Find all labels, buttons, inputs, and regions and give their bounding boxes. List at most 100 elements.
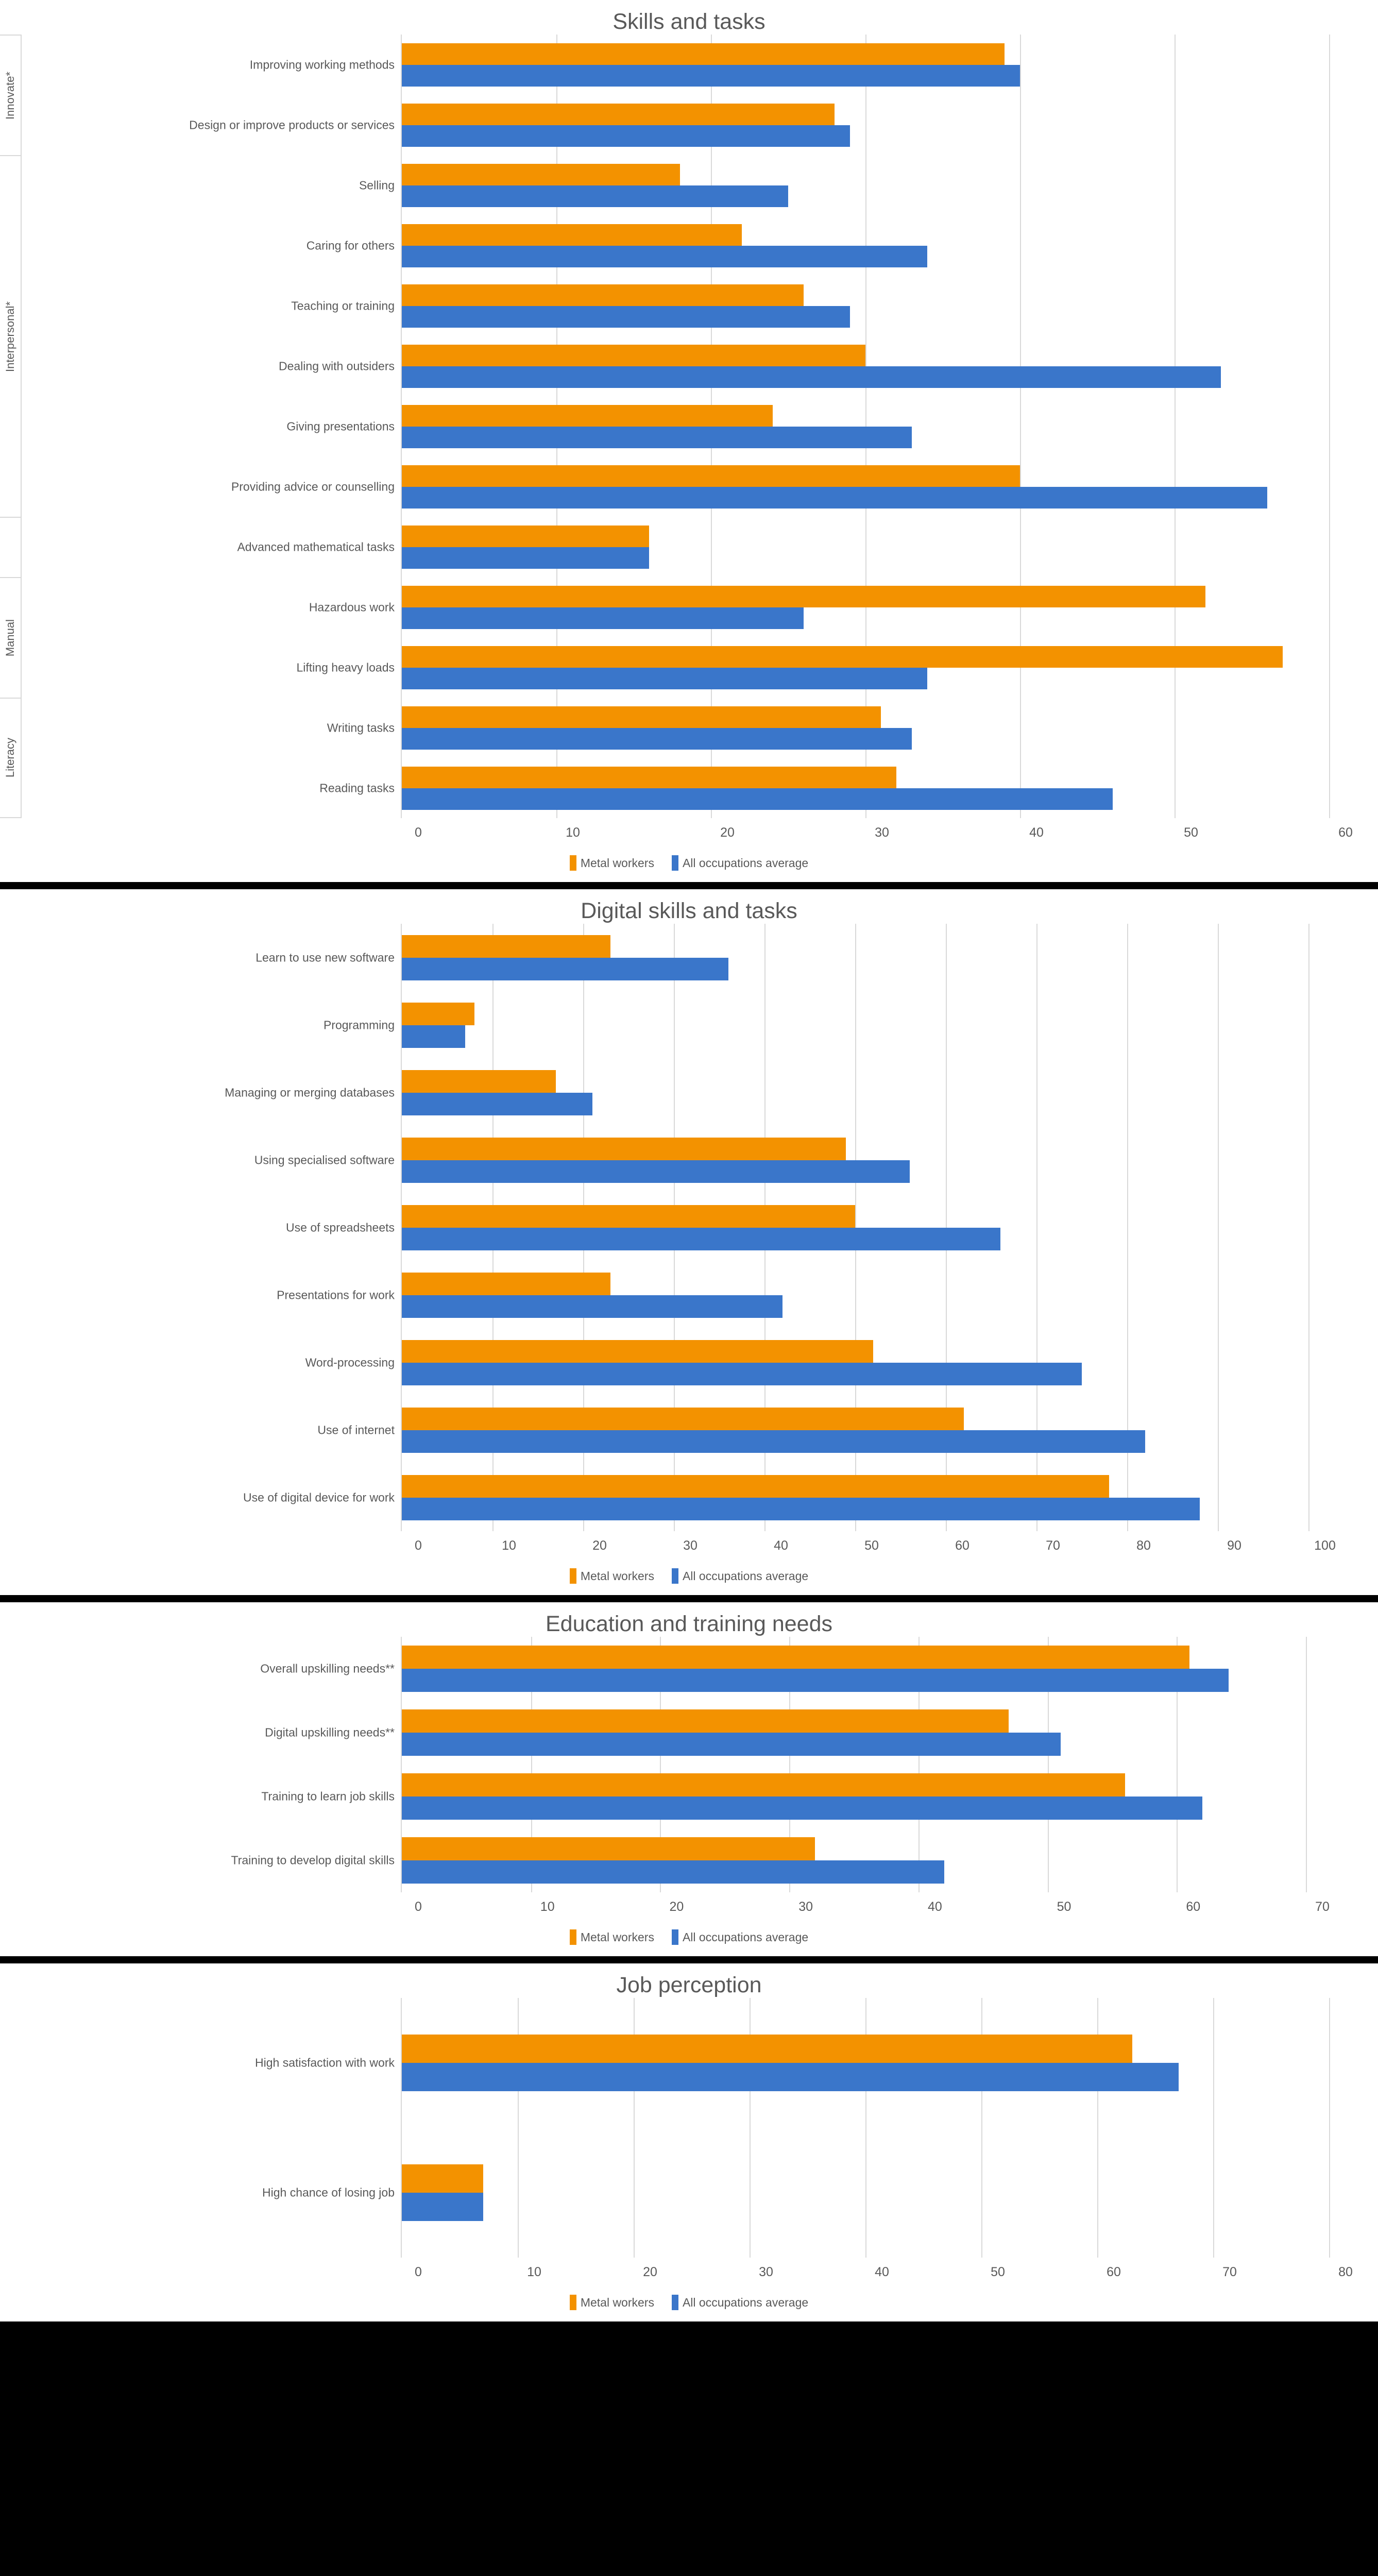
legend-item-metal-workers[interactable]: Metal workers xyxy=(569,2295,654,2310)
gridline xyxy=(1175,35,1176,818)
x-axis-tick-label: 60 xyxy=(1186,1900,1201,1914)
group-axis: Innovate* Interpersonal* Manual Literacy xyxy=(0,35,22,818)
bar-metal-workers xyxy=(402,43,1005,65)
bar-metal-workers xyxy=(402,1070,556,1093)
panel-job-perception: Job perception High satisfaction with wo… xyxy=(0,1963,1378,2321)
x-axis-tick-label: 80 xyxy=(1338,2265,1353,2279)
x-axis-tick-label: 90 xyxy=(1227,1538,1241,1553)
bar-all-occupations xyxy=(402,957,728,980)
bar-metal-workers xyxy=(402,344,865,366)
chart-legend: Metal workers All occupations average xyxy=(0,1563,1378,1595)
category-label: Overall upskilling needs** xyxy=(260,1662,395,1675)
category-label: Caring for others xyxy=(306,239,395,252)
gridline xyxy=(1213,1998,1214,2258)
x-axis-tick-label: 50 xyxy=(864,1538,879,1553)
chart-title-job: Job perception xyxy=(616,1973,762,1997)
bar-metal-workers xyxy=(402,1272,610,1295)
x-axis-tick-label: 40 xyxy=(1029,825,1044,840)
x-axis: 0 10 20 30 40 50 60 xyxy=(0,818,1378,850)
bar-metal-workers xyxy=(402,1646,1190,1669)
bar-metal-workers xyxy=(402,1709,1009,1733)
legend-item-all-occupations[interactable]: All occupations average xyxy=(671,855,809,871)
legend-label: All occupations average xyxy=(682,856,809,870)
bar-all-occupations xyxy=(402,667,927,689)
x-axis-tick-label: 60 xyxy=(955,1538,969,1553)
category-axis: High satisfaction with work High chance o… xyxy=(0,1998,402,2258)
category-label: Managing or merging databases xyxy=(225,1086,395,1099)
legend-item-metal-workers[interactable]: Metal workers xyxy=(569,855,654,871)
legend-swatch-metal-icon xyxy=(569,1929,576,1945)
bar-metal-workers xyxy=(402,525,649,547)
legend-item-all-occupations[interactable]: All occupations average xyxy=(671,1568,808,1584)
bar-metal-workers xyxy=(402,284,804,306)
category-label: Improving working methods xyxy=(249,58,395,71)
group-axis-label: Manual xyxy=(4,619,16,657)
bar-metal-workers xyxy=(402,1340,874,1363)
panel-skills-and-tasks: Skills and tasks Innovate* Interpersonal*… xyxy=(0,0,1378,882)
legend-swatch-all-occupations-icon xyxy=(671,1568,678,1584)
gridline xyxy=(1047,1637,1049,1892)
category-label: Reading tasks xyxy=(319,781,395,794)
x-axis-tick-label: 40 xyxy=(875,2265,889,2279)
x-axis-tick-label: 10 xyxy=(527,2265,541,2279)
category-label: Programming xyxy=(323,1018,395,1031)
bar-all-occupations xyxy=(402,788,1113,810)
x-axis: 0 10 20 30 40 50 60 70 80 xyxy=(0,2258,1378,2290)
legend-swatch-all-occupations-icon xyxy=(671,855,678,871)
bar-all-occupations xyxy=(402,1092,592,1115)
bar-all-occupations xyxy=(402,306,850,328)
category-axis: Improving working methods Design or impro… xyxy=(22,35,402,818)
gridline xyxy=(1329,1998,1330,2258)
category-label: Presentations for work xyxy=(277,1288,395,1301)
bar-metal-workers xyxy=(402,706,881,728)
category-label: Design or improve products or services xyxy=(189,118,395,131)
group-axis-label: Innovate* xyxy=(4,71,16,120)
bar-metal-workers xyxy=(402,1205,855,1228)
legend-item-metal-workers[interactable]: Metal workers xyxy=(569,1568,654,1584)
gridline xyxy=(789,1637,791,1892)
bar-all-occupations xyxy=(402,1362,1082,1385)
bar-all-occupations xyxy=(402,245,927,267)
legend-swatch-metal-icon xyxy=(569,1568,576,1584)
legend-label: Metal workers xyxy=(580,2295,654,2309)
bar-metal-workers xyxy=(402,1137,846,1160)
x-axis: 0 10 20 30 40 50 60 70 80 90 100 xyxy=(0,1531,1378,1563)
category-label: Use of digital device for work xyxy=(243,1490,395,1504)
plot-area: Overall upskilling needs** Digital upskil… xyxy=(0,1637,1378,1892)
category-label: Hazardous work xyxy=(309,600,395,614)
bars-area xyxy=(402,1637,1378,1892)
bar-all-occupations xyxy=(402,1733,1061,1756)
bar-all-occupations xyxy=(402,1860,944,1884)
group-axis-cell: Literacy xyxy=(0,698,22,818)
legend-item-all-occupations[interactable]: All occupations average xyxy=(671,2295,808,2310)
plot-area: High satisfaction with work High chance o… xyxy=(0,1998,1378,2258)
panel-education-training: Education and training needs Overall ups… xyxy=(0,1602,1378,1956)
bar-all-occupations xyxy=(402,607,804,629)
chart-job-perception: High satisfaction with work High chance o… xyxy=(0,1998,1378,2321)
panel-separator-1 xyxy=(0,882,1378,889)
legend-item-metal-workers[interactable]: Metal workers xyxy=(569,1929,654,1945)
bar-all-occupations xyxy=(402,64,1020,87)
chart-legend: Metal workers All occupations average xyxy=(0,2290,1378,2321)
x-axis-tick-label: 50 xyxy=(991,2265,1005,2279)
x-axis-tick-label: 0 xyxy=(415,1900,422,1914)
gridline xyxy=(1329,35,1330,818)
gridline xyxy=(1308,924,1309,1531)
bar-all-occupations xyxy=(402,727,912,750)
legend-label: Metal workers xyxy=(580,1569,654,1583)
category-label: Use of internet xyxy=(317,1423,395,1436)
legend-swatch-metal-icon xyxy=(569,855,576,871)
category-label: Using specialised software xyxy=(254,1153,395,1166)
gridline xyxy=(634,1998,635,2258)
x-axis-tick-label: 60 xyxy=(1107,2265,1121,2279)
bar-all-occupations xyxy=(402,1025,466,1048)
x-axis-tick-label: 50 xyxy=(1057,1900,1071,1914)
legend-swatch-metal-icon xyxy=(569,2295,576,2310)
gridline xyxy=(1020,35,1021,818)
bar-metal-workers xyxy=(402,465,1020,487)
legend-item-all-occupations[interactable]: All occupations average xyxy=(671,1929,809,1945)
bar-all-occupations xyxy=(402,1295,783,1318)
x-axis-tick-label: 60 xyxy=(1338,825,1353,840)
legend-label: All occupations average xyxy=(682,1930,809,1944)
gridline xyxy=(750,1998,751,2258)
